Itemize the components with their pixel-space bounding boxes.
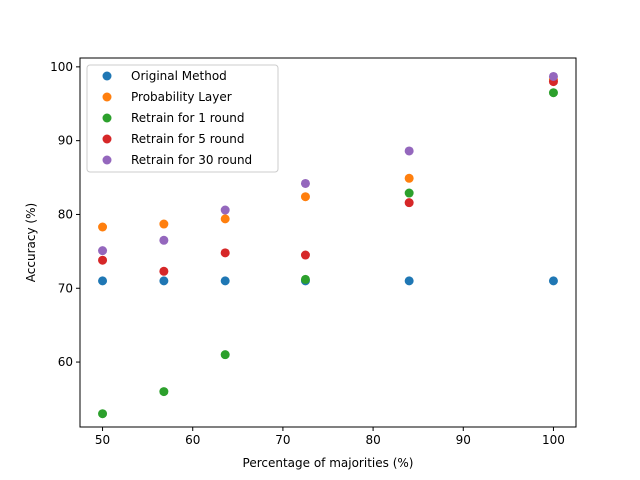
data-point-series-1 [548,276,558,286]
data-point-series-5 [404,146,414,156]
x-tick-label: 90 [456,433,471,447]
data-points [98,71,558,419]
data-point-series-2 [220,214,230,224]
data-point-series-5 [98,246,108,256]
x-axis-ticks: 50 60 70 80 90 100 [95,427,565,447]
legend-label: Retrain for 1 round [131,111,245,125]
data-point-series-3 [220,350,230,360]
x-axis-label: Percentage of majorities (%) [243,456,414,470]
legend-label: Retrain for 30 round [131,153,252,167]
y-axis-ticks: 60 70 80 90 100 [50,60,80,369]
legend-marker [102,155,112,165]
legend-label: Probability Layer [131,90,232,104]
data-point-series-3 [159,387,169,397]
legend-label: Retrain for 5 round [131,132,245,146]
data-point-series-3 [404,188,414,198]
data-point-series-4 [159,266,169,276]
legend-marker [102,71,112,81]
data-point-series-3 [98,409,108,419]
data-point-series-2 [300,192,310,202]
x-tick-label: 50 [95,433,110,447]
data-point-series-5 [300,178,310,188]
data-point-series-2 [159,219,169,229]
legend-marker [102,134,112,144]
data-point-series-2 [404,173,414,183]
y-tick-label: 70 [58,281,73,295]
y-tick-label: 60 [58,355,73,369]
data-point-series-4 [300,250,310,260]
x-tick-label: 80 [365,433,380,447]
data-point-series-4 [404,198,414,208]
data-point-series-3 [300,274,310,284]
y-tick-label: 80 [58,207,73,221]
data-point-series-5 [220,205,230,215]
data-point-series-1 [220,276,230,286]
data-point-series-1 [404,276,414,286]
x-tick-label: 70 [275,433,290,447]
data-point-series-4 [220,248,230,258]
legend-marker [102,92,112,102]
y-tick-label: 100 [50,60,73,74]
data-point-series-3 [548,88,558,98]
y-tick-label: 90 [58,134,73,148]
data-point-series-5 [548,71,558,81]
y-axis-label: Accuracy (%) [24,203,38,282]
data-point-series-1 [98,276,108,286]
data-point-series-2 [98,222,108,232]
legend-box [86,64,279,173]
data-point-series-5 [159,235,169,245]
x-tick-label: 60 [185,433,200,447]
legend-marker [102,113,112,123]
legend: Original Method Probability Layer Retrain … [86,64,279,173]
x-tick-label: 100 [542,433,565,447]
legend-label: Original Method [131,69,227,83]
data-point-series-4 [98,255,108,265]
plot-frame [79,57,577,428]
data-point-series-1 [159,276,169,286]
